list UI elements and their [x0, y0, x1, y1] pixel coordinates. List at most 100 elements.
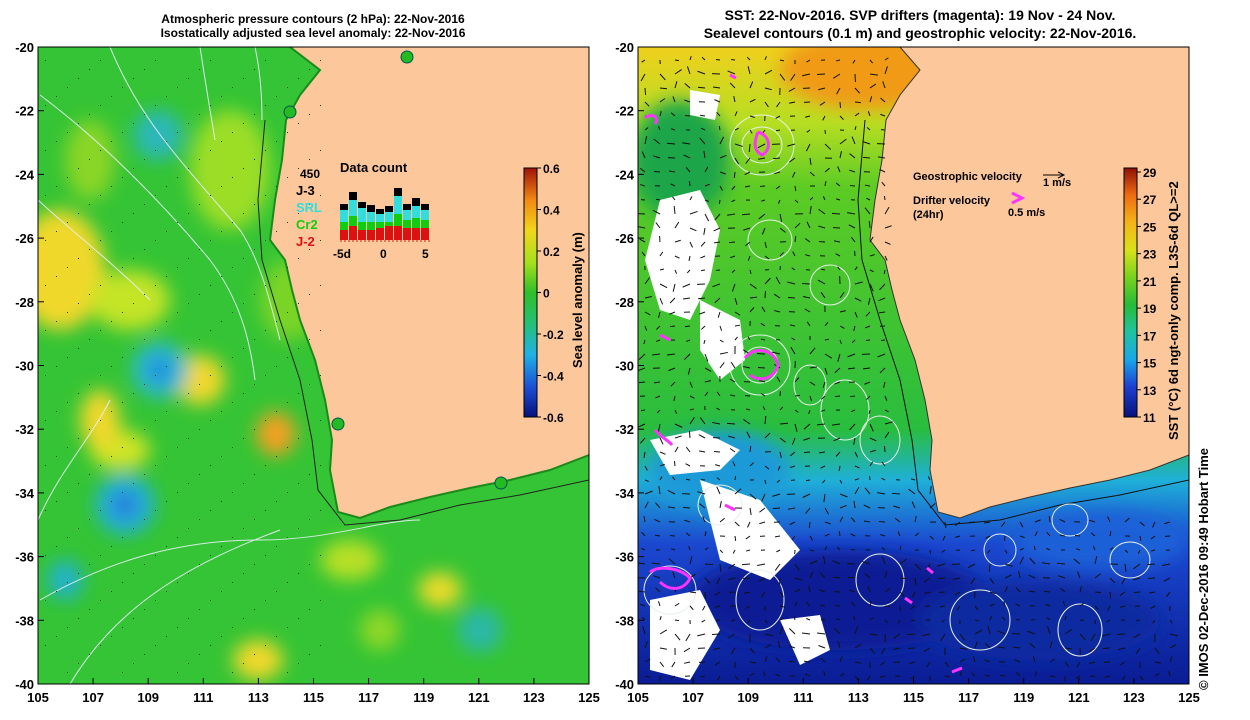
sst-colorbar-label: SST (°C) 6d ngt-only comp. L3S-6d QL>=2 [1166, 181, 1181, 440]
inset-bar-segment [385, 226, 393, 240]
left-xtick: 125 [578, 690, 600, 705]
land-mass [870, 47, 1189, 518]
sla-colorbar-tick: -0.2 [543, 328, 564, 342]
left-ytick: -24 [15, 167, 35, 182]
left-ytick: -26 [15, 231, 34, 246]
inset-bar-segment [421, 210, 429, 220]
left-ytick: -34 [15, 486, 35, 501]
left-xtick: 109 [137, 690, 159, 705]
left-xtick: 115 [303, 690, 324, 705]
inset-bar-segment [340, 204, 348, 210]
left-xtick: 111 [193, 690, 213, 705]
inset-bar-segment [376, 214, 384, 222]
inset-bar-segment [376, 228, 384, 240]
left-xtick: 123 [523, 690, 545, 705]
right-xtick: 117 [958, 690, 979, 705]
right-ytick: -24 [615, 167, 635, 182]
inset-bar-segment [403, 228, 411, 240]
inset-bar-segment [385, 212, 393, 222]
right-ytick: -30 [615, 359, 634, 374]
legend-j2: J-2 [296, 234, 315, 249]
inset-bar-segment [349, 200, 357, 216]
inset-bar-segment [394, 214, 402, 226]
sst-colorbar-tick: 21 [1143, 275, 1157, 289]
right-ytick: -22 [615, 104, 634, 119]
inset-bar-segment [421, 204, 429, 210]
stipple-dots [45, 60, 321, 673]
inset-bar-segment [349, 216, 357, 226]
geo-velocity-label: Geostrophic velocity [913, 171, 1023, 183]
drifter-velocity-label: Drifter velocity [913, 195, 991, 207]
right-xtick: 123 [1123, 690, 1145, 705]
inset-bar-segment [376, 209, 384, 214]
inset-bar-segment [358, 202, 366, 208]
right-xtick: 105 [627, 690, 649, 705]
sst-colorbar-tick: 29 [1143, 166, 1157, 180]
inset-bar-segment [385, 222, 393, 226]
left-ytick: -28 [15, 295, 34, 310]
data-count-inset: Data count 450 J-3 SRL Cr2 J-2 -5d 0 5 [296, 160, 430, 261]
inset-bar-segment [358, 230, 366, 240]
inset-bar-segment [358, 208, 366, 222]
inset-bar-segment [403, 210, 411, 220]
left-xtick: 121 [468, 690, 490, 705]
sst-colorbar-tick: 23 [1143, 248, 1157, 262]
left-ytick: -36 [15, 550, 34, 565]
inset-bar-segment [367, 205, 375, 212]
left-ytick: -32 [15, 422, 34, 437]
drifter-velocity-scale: 0.5 m/s [1008, 207, 1045, 219]
sst-colorbar-tick: 13 [1143, 384, 1157, 398]
right-xtick: 107 [682, 690, 704, 705]
sst-colorbar-tick: 19 [1143, 302, 1157, 316]
right-xtick: 113 [848, 690, 869, 705]
left-xtick: 119 [413, 690, 434, 705]
sst-colorbar-tick: 17 [1143, 329, 1157, 343]
inset-xtick-0: -5d [333, 247, 351, 261]
sla-colorbar-tick: 0.6 [543, 162, 560, 176]
right-ytick: -26 [615, 231, 634, 246]
sst-colorbar-tick: 15 [1143, 357, 1157, 371]
inset-bar-segment [394, 226, 402, 240]
inset-bar-segment [367, 222, 375, 230]
left-xtick: 107 [82, 690, 104, 705]
right-ytick: -40 [615, 677, 634, 692]
sst-colorbar-tick: 27 [1143, 193, 1157, 207]
left-title-line2: Isostatically adjusted sea level anomaly… [160, 26, 466, 40]
sla-colorbar-tick: -0.6 [543, 411, 564, 425]
right-xtick: 121 [1068, 690, 1090, 705]
inset-title: Data count [340, 160, 408, 175]
sla-map [38, 47, 589, 684]
left-title-line1: Atmospheric pressure contours (2 hPa): 2… [161, 12, 465, 26]
land-mass [270, 47, 589, 518]
geostrophic-velocity-vectors [638, 56, 1178, 682]
legend-srl: SRL [296, 200, 322, 215]
inset-xtick-2: 5 [422, 247, 429, 261]
credit-text: © IMOS 02-Dec-2016 09:49 Hobart Time [1196, 448, 1211, 690]
inset-bar-segment [385, 206, 393, 212]
inset-bar-segment [394, 188, 402, 196]
right-title-line2: Sealevel contours (0.1 m) and geostrophi… [703, 25, 1137, 41]
inset-bar-segment [394, 196, 402, 214]
sla-colorbar-label: Sea level anomaly (m) [570, 232, 585, 368]
left-ytick: -20 [15, 40, 34, 55]
inset-bar-segment [340, 230, 348, 240]
inset-bar-segment [358, 222, 366, 230]
inset-bar-segment [403, 220, 411, 228]
right-ytick: -32 [615, 422, 634, 437]
right-ytick: -28 [615, 295, 634, 310]
right-ytick: -20 [615, 40, 634, 55]
right-ytick: -36 [615, 550, 634, 565]
left-ytick: -30 [15, 359, 34, 374]
right-xtick: 109 [737, 690, 759, 705]
sla-colorbar: 0.6 0.4 0.2 0 -0.2 -0.4 -0.6 [523, 162, 564, 425]
inset-xtick-1: 0 [380, 247, 387, 261]
inset-bar-segment [412, 228, 420, 240]
sla-colorbar-tick: 0.4 [543, 204, 560, 218]
right-ytick: -38 [615, 613, 634, 628]
sla-colorbar-tick: -0.4 [543, 370, 564, 384]
right-xtick: 115 [903, 690, 924, 705]
left-ytick: -40 [15, 677, 34, 692]
inset-bar-segment [349, 192, 357, 200]
